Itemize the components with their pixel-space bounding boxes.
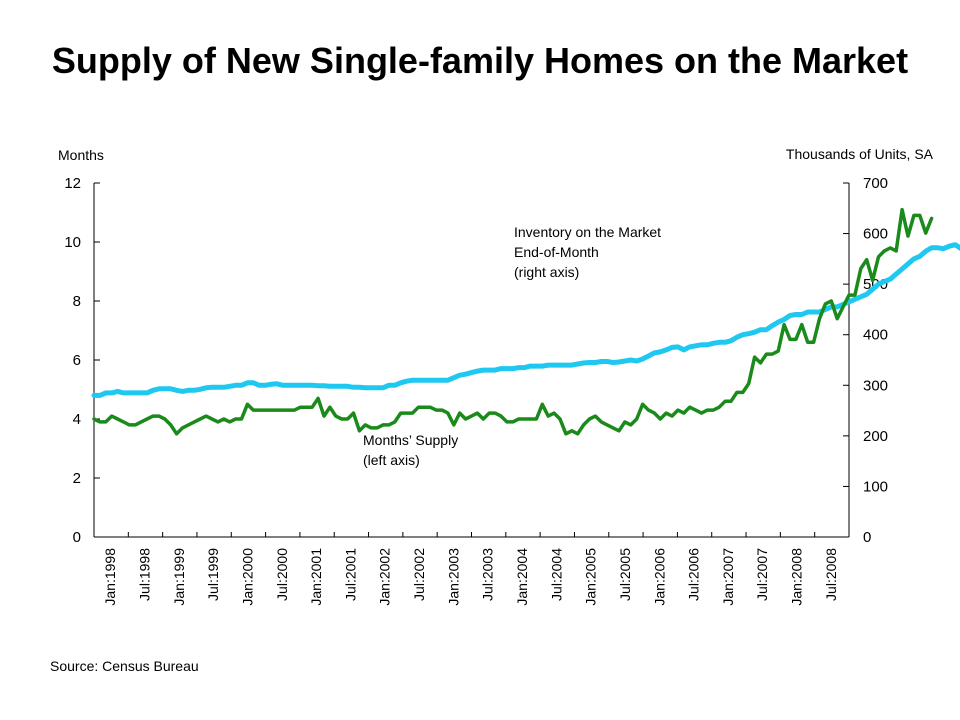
- x-axis-ticks: Jan:1998 Jul:1998 Jan:1999 Jul:1999 Jan:2000…: [93, 532, 850, 606]
- right-tick-label: 700: [863, 175, 888, 192]
- x-tick-label: Jul:2007: [754, 548, 770, 601]
- x-tick-label: Jan:2002: [377, 548, 393, 606]
- inventory-line: [91, 242, 960, 398]
- annotation-line: (right axis): [514, 264, 579, 280]
- x-tick-label: Jan:2006: [651, 548, 667, 606]
- left-tick-label: 8: [73, 293, 81, 310]
- x-tick-label: Jan:1998: [102, 548, 118, 606]
- series-layer: [91, 207, 960, 436]
- right-tick-label: 200: [863, 428, 888, 445]
- annotation-line: (left axis): [363, 452, 420, 468]
- x-tick-label: Jul:2006: [686, 548, 702, 601]
- x-tick-label: Jul:2003: [480, 548, 496, 601]
- x-tick-label: Jan:1999: [171, 548, 187, 606]
- left-tick-label: 2: [73, 470, 81, 487]
- x-tick-label: Jan:2000: [239, 548, 255, 606]
- x-tick-label: Jan:2008: [789, 548, 805, 606]
- right-tick-label: 100: [863, 478, 888, 495]
- x-tick-label: Jul:2000: [274, 548, 290, 601]
- x-tick-label: Jan:2005: [583, 548, 599, 606]
- x-tick-label: Jul:2001: [342, 548, 358, 601]
- left-axis-label: Months: [58, 147, 104, 163]
- x-tick-label: Jan:2001: [308, 548, 324, 606]
- annotation-line: Inventory on the Market: [514, 224, 661, 240]
- right-tick-label: 600: [863, 226, 888, 243]
- left-tick-label: 6: [73, 352, 81, 369]
- x-tick-label: Jul:1999: [205, 548, 221, 601]
- annotation-line: End-of-Month: [514, 244, 599, 260]
- left-tick-label: 12: [64, 175, 81, 192]
- left-tick-label: 10: [64, 234, 81, 251]
- x-tick-label: Jul:2005: [617, 548, 633, 601]
- left-tick-label: 0: [73, 529, 81, 546]
- left-axis-ticks: 0 2 4 6 8 10 12: [64, 175, 100, 546]
- right-tick-label: 400: [863, 327, 888, 344]
- x-tick-label: Jul:2008: [823, 548, 839, 601]
- inventory-annotation: Inventory on the Market End-of-Month (righ…: [514, 224, 661, 280]
- months-supply-line: [92, 207, 934, 436]
- months-supply-annotation: Months’ Supply (left axis): [363, 432, 458, 468]
- x-tick-label: Jul:2002: [411, 548, 427, 601]
- right-axis-label: Thousands of Units, SA: [786, 146, 934, 162]
- source-note: Source: Census Bureau: [50, 658, 199, 674]
- x-tick-label: Jan:2004: [514, 548, 530, 606]
- x-tick-label: Jan:2007: [720, 548, 736, 606]
- chart-title: Supply of New Single-family Homes on the…: [51, 40, 909, 81]
- x-tick-label: Jul:1998: [136, 548, 152, 601]
- x-tick-label: Jan:2003: [445, 548, 461, 606]
- annotation-line: Months’ Supply: [363, 432, 458, 448]
- annotations: Months’ Supply (left axis) Inventory on th…: [363, 224, 661, 468]
- right-tick-label: 0: [863, 529, 871, 546]
- right-tick-label: 300: [863, 377, 888, 394]
- left-tick-label: 4: [73, 411, 81, 428]
- x-tick-label: Jul:2004: [548, 548, 564, 601]
